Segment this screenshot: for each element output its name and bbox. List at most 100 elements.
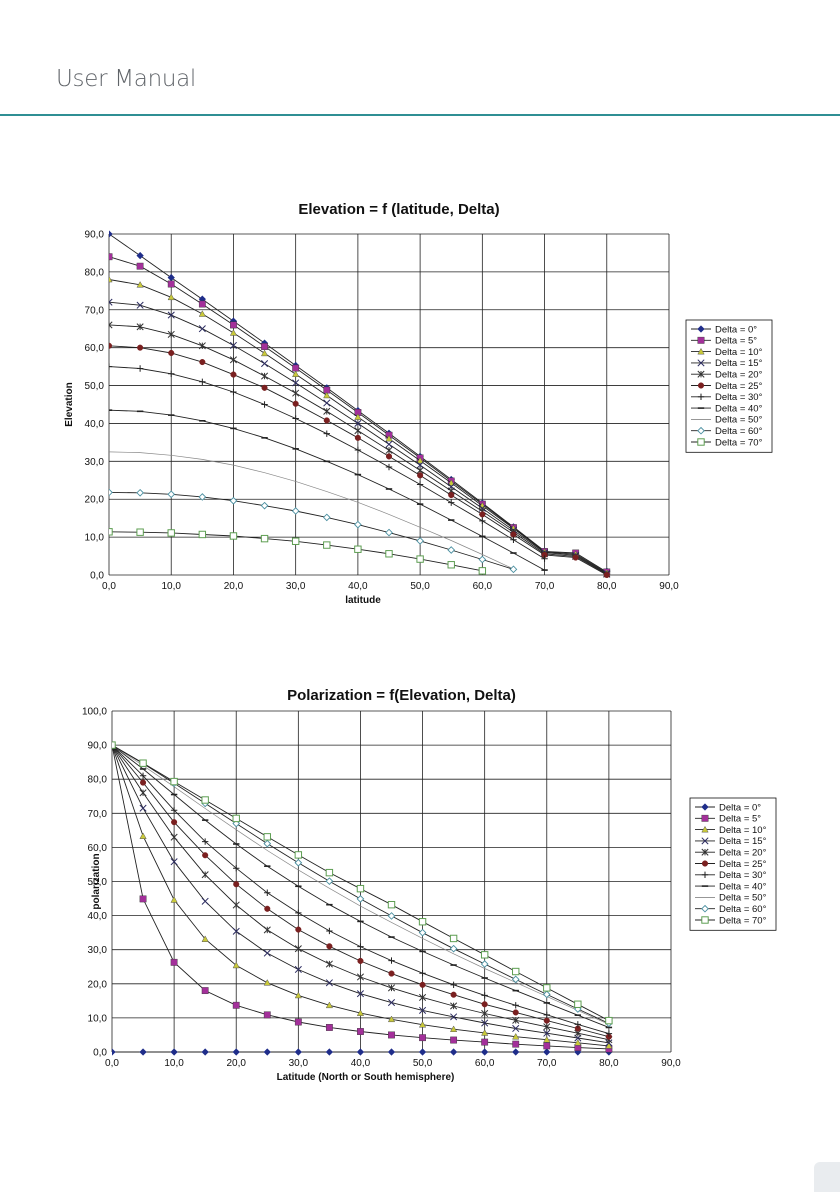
x-tick-label: 0,0 [105, 1058, 119, 1069]
data-point [261, 343, 268, 350]
x-tick-label: 40,0 [348, 581, 368, 592]
series [112, 744, 610, 1025]
data-point [387, 1048, 396, 1056]
data-point [233, 881, 240, 888]
data-point [418, 1021, 427, 1028]
data-point [170, 858, 178, 866]
y-tick-label: 60,0 [85, 343, 105, 354]
data-point [354, 520, 362, 529]
y-tick-label: 60,0 [88, 843, 108, 854]
data-point [112, 1048, 116, 1056]
data-point [326, 943, 333, 950]
data-point [543, 1017, 550, 1024]
data-point [354, 446, 362, 454]
data-point [419, 993, 427, 1001]
legend-label: Delta = 10° [715, 347, 763, 358]
data-point [697, 359, 705, 367]
data-point [230, 371, 237, 378]
legend-label: Delta = 0° [719, 802, 761, 813]
data-point [354, 545, 362, 553]
data-point [480, 960, 489, 968]
legend-entry: Delta = 70° [691, 437, 763, 448]
legend-entry: Delta = 50° [691, 415, 763, 426]
data-point [109, 321, 113, 329]
x-tick-label: 0,0 [102, 581, 116, 592]
chart-title: Elevation = f (latitude, Delta) [298, 201, 499, 218]
y-tick-label: 80,0 [88, 775, 108, 786]
legend-label: Delta = 60° [719, 904, 767, 915]
legend-label: Delta = 30° [715, 392, 763, 403]
data-point [292, 389, 300, 397]
data-point [603, 571, 610, 579]
y-tick-label: 10,0 [85, 533, 105, 544]
data-point [325, 1001, 334, 1009]
series [112, 1048, 613, 1056]
data-point [136, 323, 144, 331]
legend-entry: Delta = 10° [691, 347, 763, 358]
data-point [260, 501, 269, 510]
data-point [543, 1029, 551, 1037]
x-tick-label: 20,0 [226, 1058, 246, 1069]
legend-label: Delta = 50° [719, 893, 767, 904]
data-point [419, 981, 426, 988]
series [112, 741, 613, 1025]
series-line [109, 451, 514, 570]
series-group [109, 230, 611, 579]
y-axis-label: polarization [91, 853, 102, 909]
x-tick-label: 40,0 [351, 1058, 371, 1069]
x-tick-label: 90,0 [661, 1058, 681, 1069]
legend-entry: Delta = 10° [695, 825, 767, 836]
data-point [170, 1048, 178, 1056]
data-point [447, 479, 455, 486]
data-point [448, 499, 455, 506]
data-point [701, 860, 709, 867]
data-point [449, 944, 458, 953]
data-point [325, 1048, 334, 1056]
tick-labels: 0,0 10,0 20,0 30,0 40,0 50,0 60,0 70,0 80,0 90,0 0… [85, 230, 680, 593]
y-tick-label: 70,0 [85, 305, 105, 316]
grid [108, 233, 670, 576]
data-point [232, 901, 240, 909]
data-point [168, 349, 175, 357]
data-point [479, 511, 486, 518]
data-point [263, 926, 271, 934]
data-point [543, 1023, 551, 1031]
data-point [229, 356, 237, 364]
data-point [199, 378, 206, 385]
data-point [294, 991, 302, 999]
data-point [574, 1021, 582, 1028]
data-point [323, 399, 331, 407]
data-point [232, 961, 240, 969]
tick-labels: 0,0 10,0 20,0 30,0 40,0 50,0 60,0 70,0 80,0 90,0 0… [82, 707, 681, 1070]
y-tick-label: 50,0 [88, 877, 108, 888]
data-point [479, 517, 486, 525]
data-point [325, 868, 334, 877]
legend-label: Delta = 50° [715, 415, 763, 426]
data-point [512, 1024, 520, 1033]
data-point [167, 330, 175, 338]
data-point [263, 1011, 271, 1019]
data-point [481, 1038, 489, 1046]
data-point [512, 1016, 520, 1024]
y-tick-label: 20,0 [88, 979, 108, 990]
data-point [323, 407, 331, 415]
data-point [385, 434, 393, 442]
legend-entry: Delta = 30° [695, 870, 767, 881]
data-point [356, 895, 365, 903]
data-point [232, 927, 240, 935]
y-tick-label: 40,0 [85, 419, 105, 430]
data-point [263, 839, 272, 848]
legend-label: Delta = 20° [715, 370, 763, 381]
data-point [261, 372, 269, 380]
data-point [357, 1028, 364, 1035]
legend-label: Delta = 30° [719, 870, 767, 881]
legend-entry: Delta = 70° [695, 915, 767, 926]
y-tick-label: 70,0 [88, 809, 108, 820]
legend-label: Delta = 25° [715, 381, 763, 392]
y-tick-label: 90,0 [85, 230, 105, 241]
x-tick-label: 10,0 [161, 581, 181, 592]
data-point [198, 493, 207, 501]
grid [111, 710, 672, 1053]
legend-entry: Delta = 5° [695, 814, 761, 825]
data-point [139, 1048, 147, 1056]
